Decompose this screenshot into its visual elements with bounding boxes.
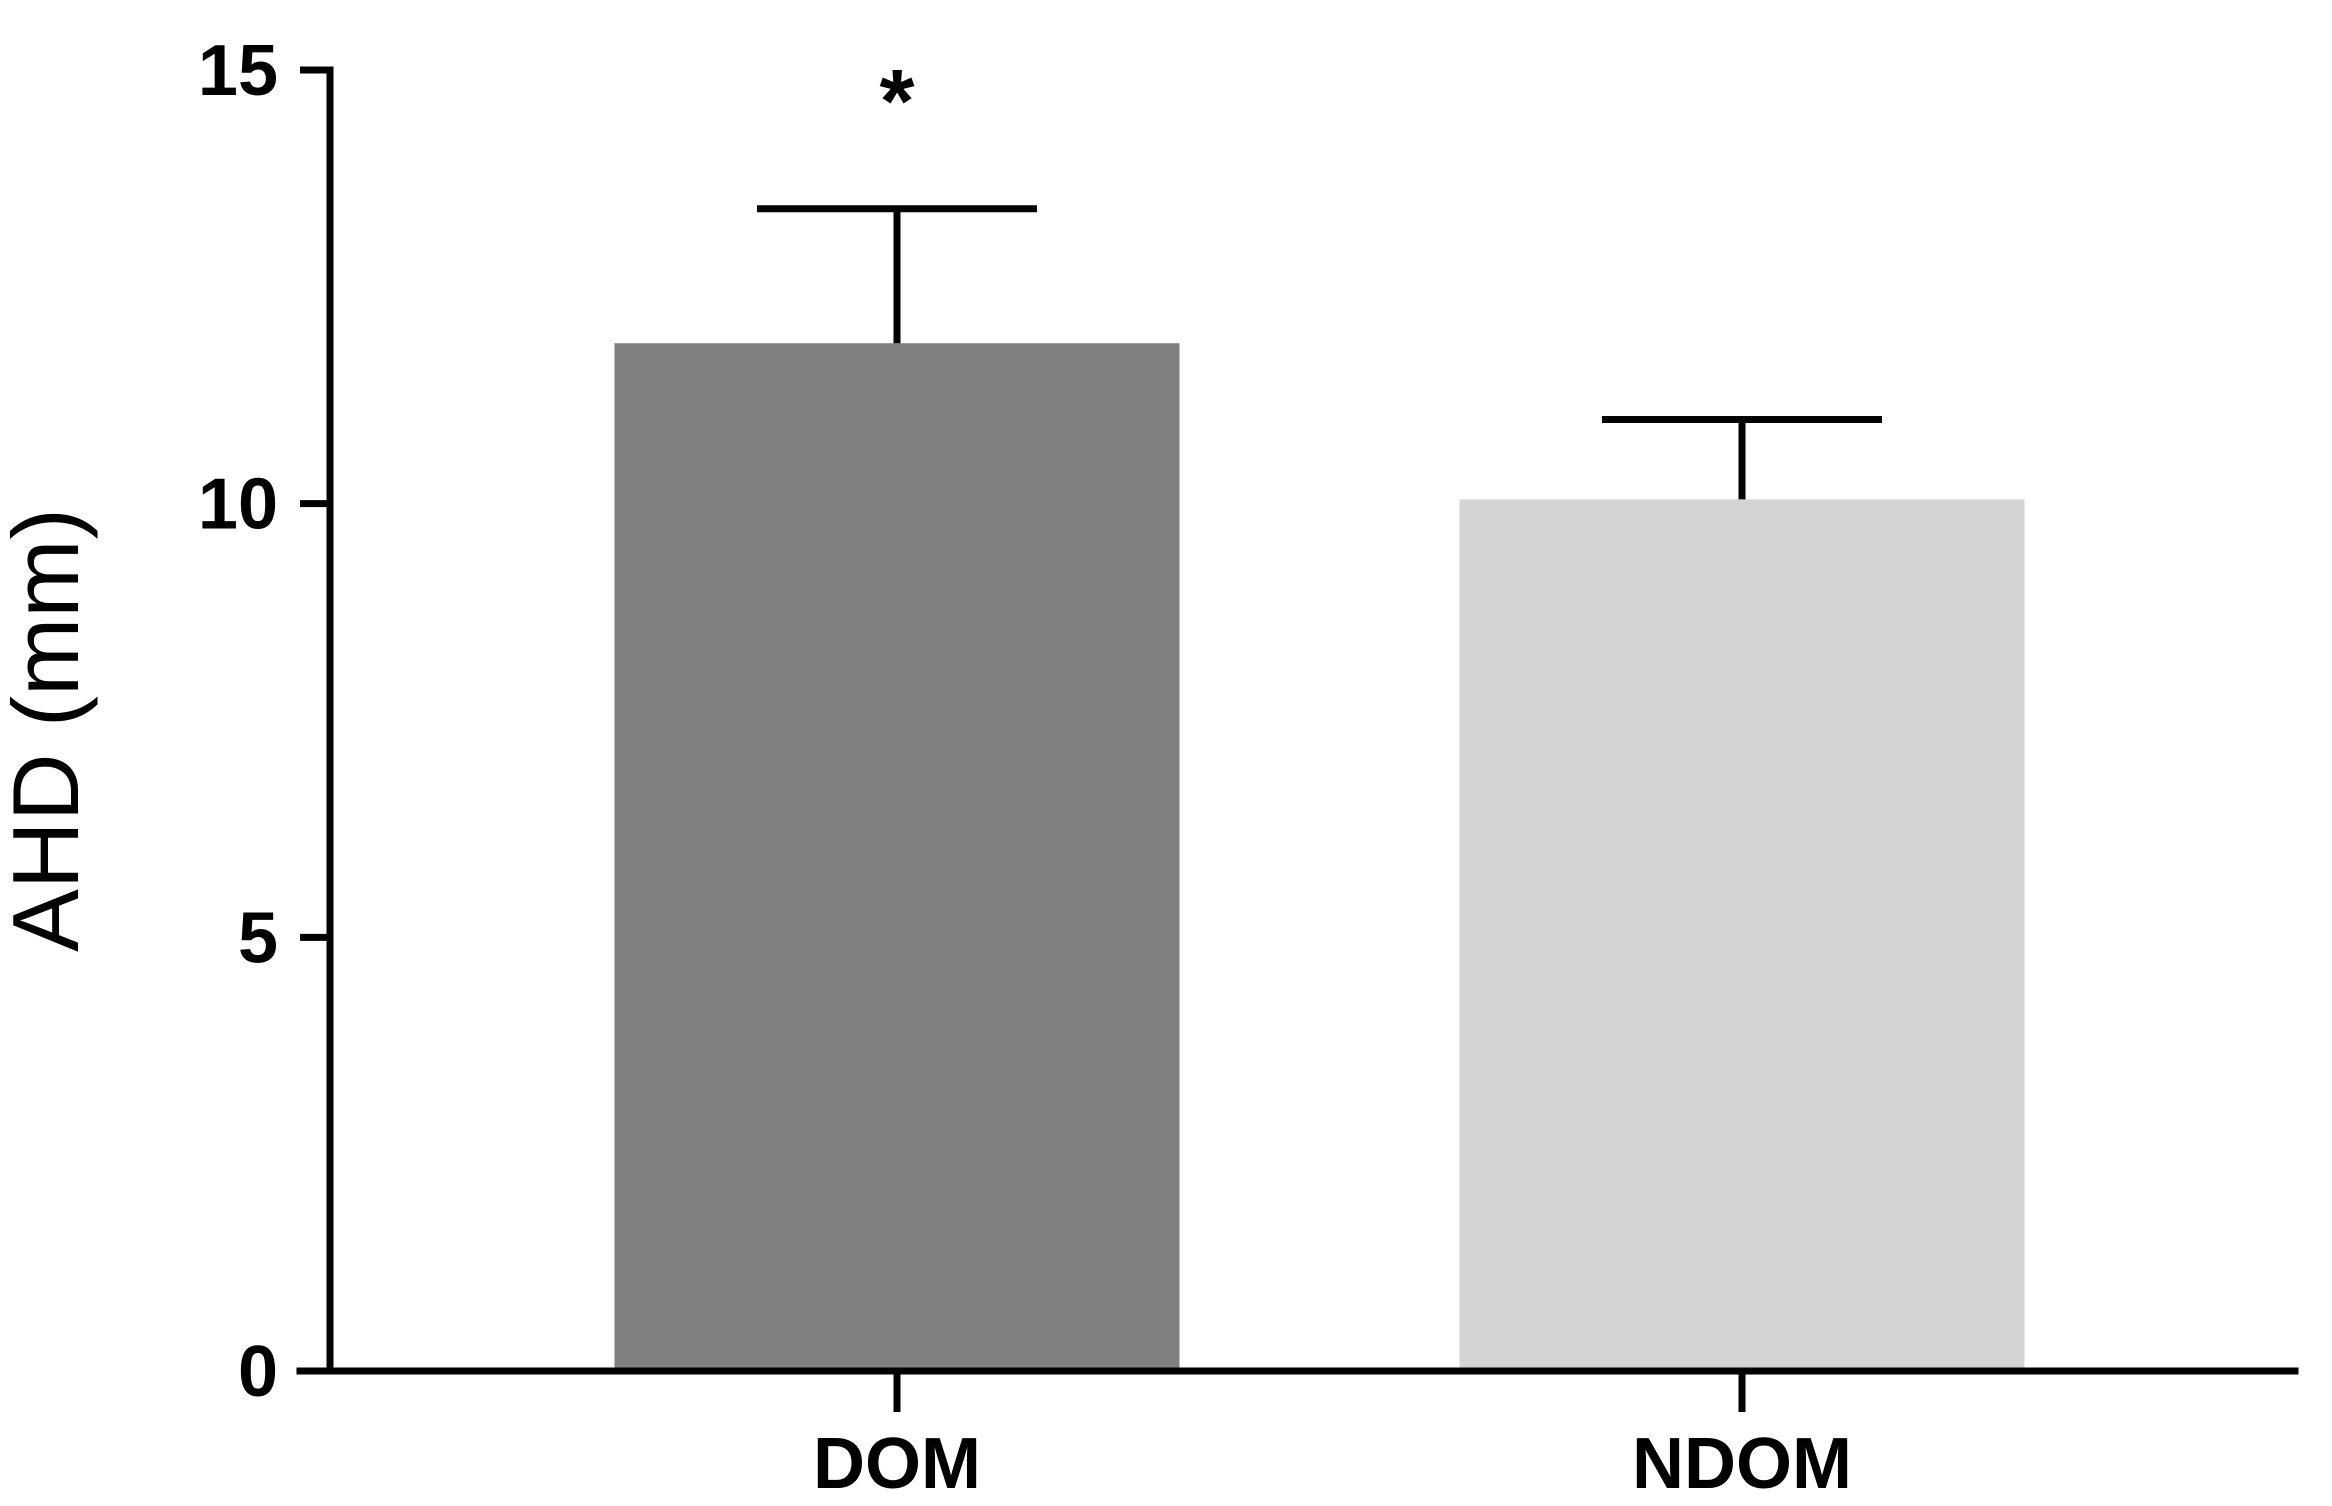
significance-marker: * (879, 52, 914, 152)
x-tick-label-dom: DOM (813, 1424, 981, 1504)
y-tick-label: 0 (238, 1332, 278, 1412)
y-tick-label: 5 (238, 898, 278, 978)
y-axis-label: AHD (mm) (0, 508, 98, 952)
significance-group: * (879, 52, 914, 152)
x-ticks-group: DOM NDOM (813, 1371, 1852, 1504)
y-ticks-group: 0 5 10 15 (198, 31, 330, 1412)
axes-group (296, 66, 2299, 1375)
y-tick-label: 15 (198, 31, 278, 111)
bar-ndom (1459, 499, 2025, 1372)
bar-dom (614, 343, 1180, 1372)
x-tick-label-ndom: NDOM (1632, 1424, 1852, 1504)
error-bars-group (757, 205, 1882, 500)
y-tick-label: 10 (198, 465, 278, 545)
bars-group (614, 343, 2025, 1372)
